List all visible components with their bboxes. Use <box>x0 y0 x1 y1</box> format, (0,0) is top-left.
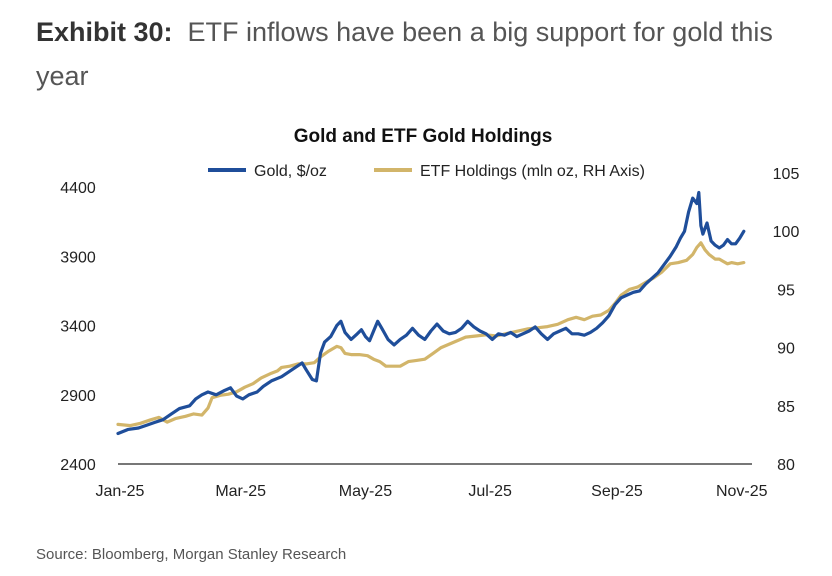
plot-lines <box>116 190 746 436</box>
exhibit-label: Exhibit 30: <box>36 17 173 47</box>
legend: Gold, $/oz ETF Holdings (mln oz, RH Axis… <box>208 163 645 180</box>
x-tick-label: Sep-25 <box>591 483 643 500</box>
x-tick-label: Jan-25 <box>96 483 145 500</box>
axes: 2400 2900 3400 3900 4400 80 85 90 95 100 105 Jan-25… <box>60 166 799 500</box>
y-tick-label: 3400 <box>60 319 96 336</box>
chart-title: Gold and ETF Gold Holdings <box>294 126 553 147</box>
y-tick-label: 4400 <box>60 180 96 197</box>
y2-tick-label: 105 <box>773 166 800 183</box>
x-tick-label: Nov-25 <box>716 483 768 500</box>
legend-label-gold: Gold, $/oz <box>254 163 327 180</box>
x-tick-label: May-25 <box>339 483 392 500</box>
y2-tick-label: 90 <box>777 341 795 358</box>
y2-tick-label: 80 <box>777 457 795 474</box>
series-line-etf <box>116 241 746 428</box>
y2-tick-label: 95 <box>777 282 795 299</box>
exhibit-title-text: ETF inflows have been a big support for … <box>36 17 773 91</box>
y-tick-label: 2400 <box>60 457 96 474</box>
exhibit-title: Exhibit 30: ETF inflows have been a big … <box>36 10 806 98</box>
y-tick-label: 3900 <box>60 249 96 266</box>
x-tick-label: Jul-25 <box>468 483 512 500</box>
y-tick-label: 2900 <box>60 388 96 405</box>
source-note: Source: Bloomberg, Morgan Stanley Resear… <box>36 546 347 563</box>
x-tick-label: Mar-25 <box>215 483 266 500</box>
series-line-gold <box>116 190 746 436</box>
y2-tick-label: 100 <box>773 224 800 241</box>
legend-label-etf: ETF Holdings (mln oz, RH Axis) <box>420 163 645 180</box>
y2-tick-label: 85 <box>777 399 795 416</box>
